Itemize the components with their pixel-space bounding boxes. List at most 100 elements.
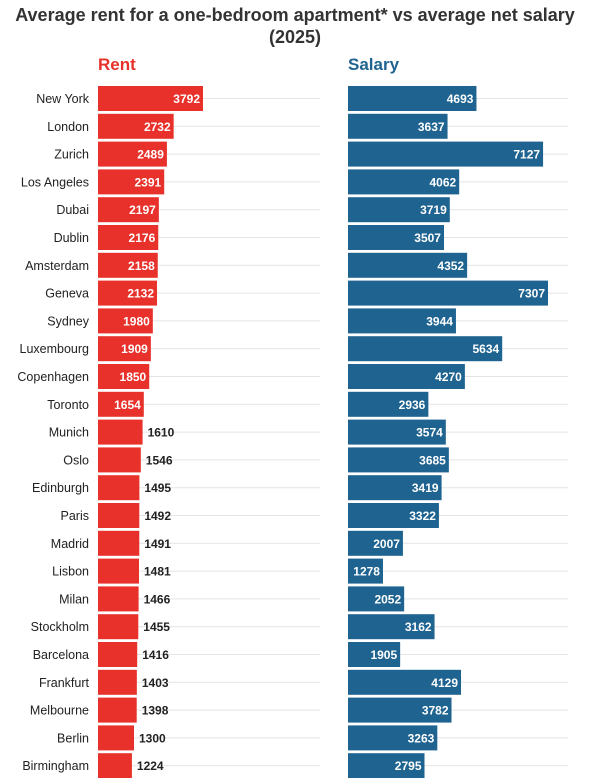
category-label: Edinburgh xyxy=(32,481,89,495)
chart-title: Average rent for a one-bedroom apartment… xyxy=(15,5,575,47)
rent-bar xyxy=(98,364,150,389)
category-label: Geneva xyxy=(45,287,89,301)
rent-data-label: 2132 xyxy=(127,287,154,301)
category-label: Madrid xyxy=(51,537,89,551)
salary-data-label: 3782 xyxy=(422,704,449,718)
salary-panel-title: Salary xyxy=(348,55,400,74)
rent-bar xyxy=(98,447,141,473)
rent-data-label: 2732 xyxy=(144,120,171,134)
category-label: Munich xyxy=(49,426,89,440)
salary-data-label: 3263 xyxy=(408,731,435,745)
salary-bar xyxy=(348,419,446,445)
rent-bar xyxy=(98,614,139,640)
rent-data-label: 2158 xyxy=(128,259,155,273)
rent-bar xyxy=(98,252,158,278)
category-label: Luxembourg xyxy=(20,342,90,356)
rent-bar xyxy=(98,558,140,584)
rent-data-label: 1466 xyxy=(144,592,171,606)
rent-bar xyxy=(98,697,137,723)
rent-bar xyxy=(98,197,159,223)
salary-bar xyxy=(348,530,403,556)
rent-bar xyxy=(98,86,203,111)
salary-data-label: 5634 xyxy=(473,342,500,356)
salary-data-label: 2795 xyxy=(395,759,422,773)
salary-bar xyxy=(348,447,449,473)
rent-data-label: 1481 xyxy=(144,565,171,579)
salary-bar xyxy=(348,225,444,250)
rent-bar xyxy=(98,725,134,751)
rent-data-label: 1492 xyxy=(144,509,171,523)
category-label: Frankfurt xyxy=(39,676,90,690)
category-label: Paris xyxy=(61,509,89,523)
salary-data-label: 7127 xyxy=(513,148,540,162)
rent-bar xyxy=(98,530,140,556)
rent-data-label: 2176 xyxy=(129,231,156,245)
rent-data-label: 1300 xyxy=(139,731,166,745)
salary-data-label: 3419 xyxy=(412,481,439,495)
salary-data-label: 7307 xyxy=(518,287,545,301)
rent-data-label: 1610 xyxy=(148,426,175,440)
rent-data-label: 1416 xyxy=(142,648,169,662)
salary-bar xyxy=(348,614,435,640)
salary-data-label: 1905 xyxy=(370,648,397,662)
rent-panel-title: Rent xyxy=(98,55,136,74)
rent-bar xyxy=(98,669,137,695)
salary-data-label: 4270 xyxy=(435,370,462,384)
category-label: Toronto xyxy=(47,398,89,412)
salary-bar xyxy=(348,336,503,362)
rent-data-label: 1455 xyxy=(143,620,170,634)
salary-data-label: 2052 xyxy=(374,592,401,606)
rent-bar xyxy=(98,419,143,445)
salary-data-label: 2007 xyxy=(373,537,400,551)
salary-bar xyxy=(348,475,442,501)
salary-data-label: 1278 xyxy=(353,565,380,579)
rent-data-label: 2197 xyxy=(129,203,156,217)
category-label: Copenhagen xyxy=(17,370,89,384)
salary-data-label: 3685 xyxy=(419,453,446,467)
salary-data-label: 2936 xyxy=(399,398,426,412)
salary-bar xyxy=(348,558,383,584)
salary-data-label: 4062 xyxy=(429,175,456,189)
salary-bar xyxy=(348,697,452,723)
category-label: Dublin xyxy=(54,231,89,245)
salary-bar xyxy=(348,725,438,751)
category-label: Dubai xyxy=(56,203,89,217)
rent-data-label: 2489 xyxy=(137,148,164,162)
salary-bar xyxy=(348,252,468,278)
salary-bar xyxy=(348,503,439,528)
rent-bar xyxy=(98,141,167,167)
category-label: Melbourne xyxy=(30,704,89,718)
salary-data-label: 4693 xyxy=(447,92,474,106)
salary-data-label: 4129 xyxy=(431,676,458,690)
salary-bar xyxy=(348,364,465,389)
salary-data-label: 3322 xyxy=(409,509,436,523)
category-label: Birmingham xyxy=(22,759,89,773)
salary-bar xyxy=(348,586,405,612)
salary-data-label: 3162 xyxy=(405,620,432,634)
category-label: Lisbon xyxy=(52,565,89,579)
rent-bar xyxy=(98,336,151,362)
category-label: Zurich xyxy=(54,148,89,162)
rent-bar xyxy=(98,113,174,139)
salary-bar xyxy=(348,391,429,417)
salary-data-label: 3574 xyxy=(416,426,443,440)
rent-bar xyxy=(98,225,159,250)
category-label: Oslo xyxy=(63,453,89,467)
rent-data-label: 3792 xyxy=(173,92,200,106)
rent-data-label: 1224 xyxy=(137,759,164,773)
rent-bar xyxy=(98,586,139,612)
rent-data-label: 2391 xyxy=(135,175,162,189)
salary-data-label: 3719 xyxy=(420,203,447,217)
rent-data-label: 1398 xyxy=(142,704,169,718)
rent-data-label: 1654 xyxy=(114,398,141,412)
category-label: Milan xyxy=(59,592,89,606)
category-label: Barcelona xyxy=(33,648,89,662)
rent-bar xyxy=(98,169,165,195)
rent-data-label: 1909 xyxy=(121,342,148,356)
category-label: Sydney xyxy=(47,314,89,328)
salary-bar xyxy=(348,113,448,139)
rent-bar xyxy=(98,308,153,334)
salary-bar xyxy=(348,753,425,778)
salary-data-label: 3944 xyxy=(426,314,453,328)
